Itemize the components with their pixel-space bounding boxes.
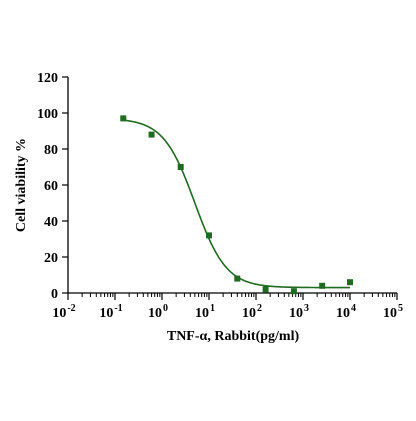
data-point [319, 282, 326, 289]
y-tick-label: 100 [37, 107, 58, 122]
fit-curve [123, 119, 350, 289]
x-axis-title: TNF-α, Rabbit(pg/ml) [167, 329, 300, 344]
data-point [177, 164, 184, 170]
data-point [120, 115, 127, 122]
x-tick-label: 100 [148, 303, 168, 321]
data-point [262, 286, 269, 293]
x-tick-label: 101 [195, 303, 215, 321]
y-axis-title: Cell viability % [14, 138, 29, 232]
data-points [120, 115, 353, 295]
y-tick-label: 20 [44, 251, 58, 266]
x-tick-label: 10-1 [99, 303, 122, 321]
x-tick-label: 105 [383, 303, 403, 321]
x-tick-label: 103 [289, 303, 309, 321]
y-tick-label: 80 [44, 143, 58, 158]
axes: 0 20 40 60 80 100 120 10-2 10-1 100 101 102 103 104 10… [37, 71, 403, 321]
x-tick-label: 10-2 [52, 303, 75, 321]
x-tick-label: 102 [242, 303, 262, 321]
data-point [206, 232, 212, 239]
y-tick-label: 0 [51, 287, 58, 302]
data-point [148, 131, 155, 138]
data-point [234, 275, 241, 282]
x-tick-label: 104 [336, 303, 356, 321]
y-tick-label: 120 [37, 71, 58, 86]
data-point [290, 288, 297, 295]
fit-curve-group [123, 119, 350, 289]
y-tick-label: 40 [44, 215, 58, 230]
y-tick-label: 60 [44, 179, 58, 194]
data-point [347, 279, 353, 286]
